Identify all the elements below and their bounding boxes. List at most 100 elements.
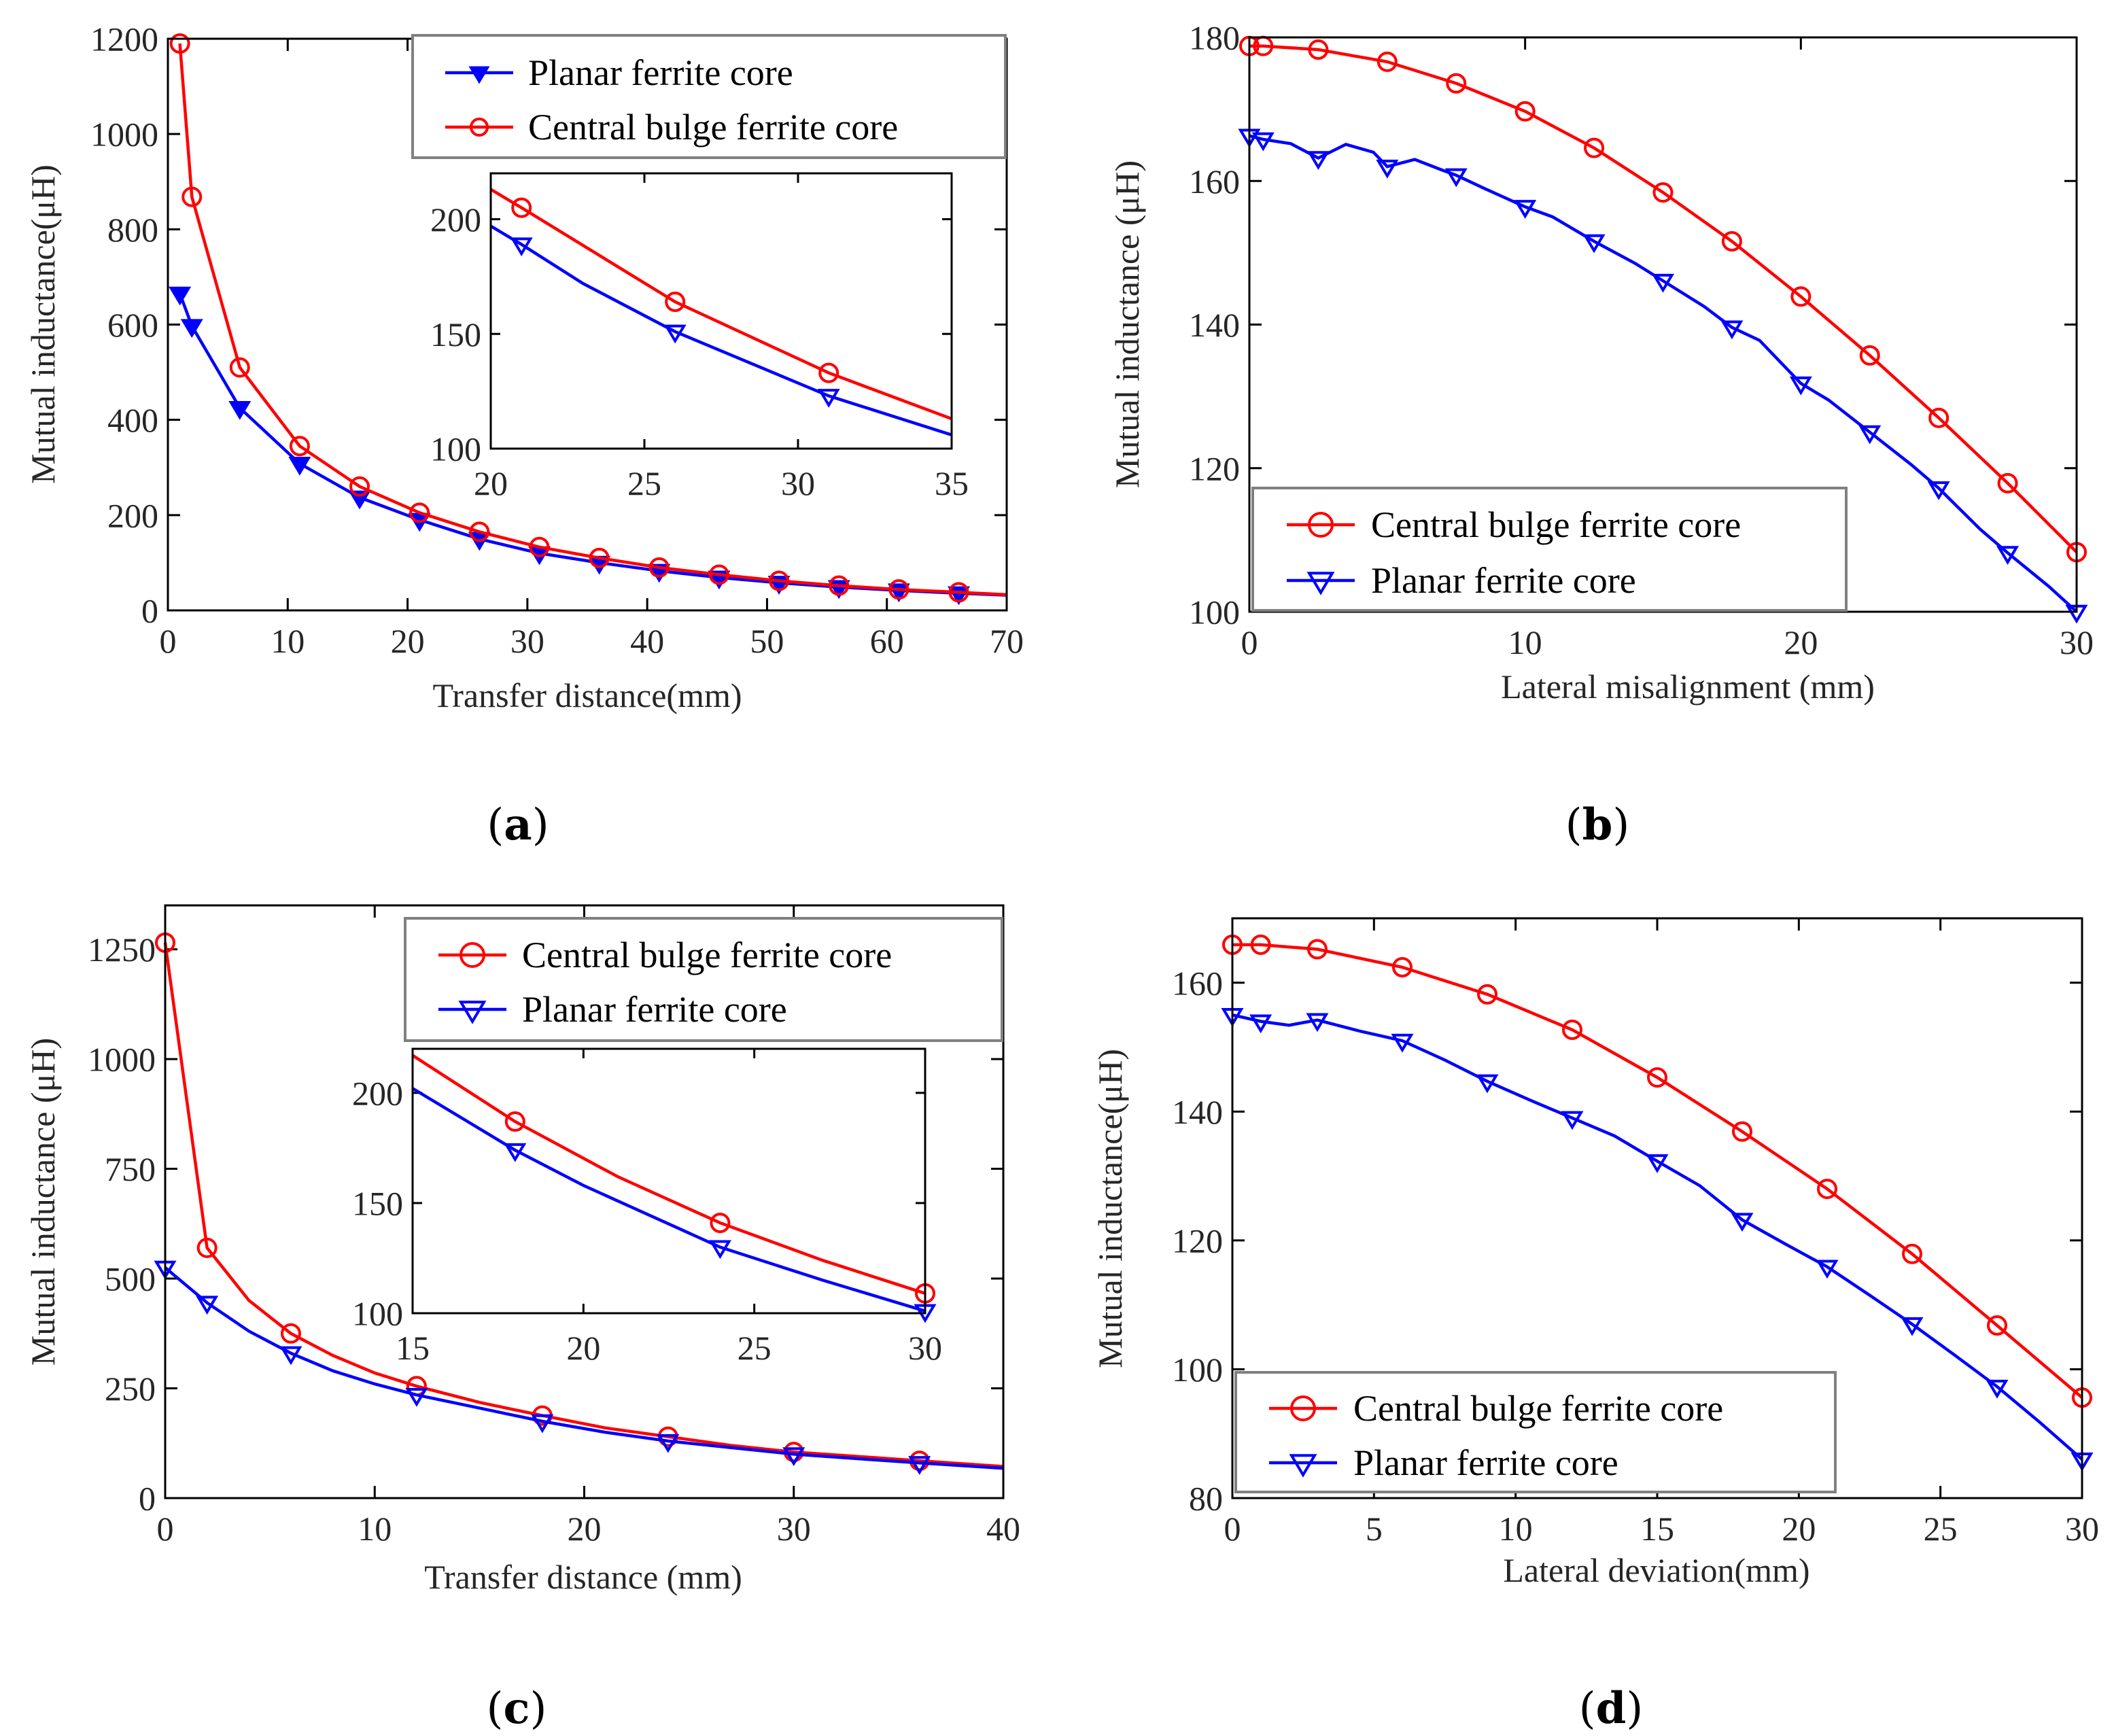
- inset-data-point: [510, 237, 533, 257]
- inset-data-point: [818, 362, 839, 383]
- data-point: [1308, 39, 1329, 60]
- axes-frame: [1231, 917, 2083, 1499]
- data-point: [1376, 159, 1399, 179]
- y-tick-label: 160: [1172, 964, 1223, 1002]
- inset-series-red: [489, 188, 952, 421]
- data-point: [1251, 132, 1275, 152]
- data-point: [289, 436, 310, 457]
- data-point: [1721, 230, 1742, 251]
- data-point: [1789, 376, 1812, 396]
- y-tick-label: 600: [107, 306, 158, 344]
- x-tick-label: 40: [986, 1510, 1020, 1548]
- x-tick-label: 10: [1499, 1510, 1533, 1548]
- data-point: [589, 547, 610, 568]
- legend-label: Central bulge ferrite core: [1353, 1388, 1723, 1429]
- chart-b: 0 10 20 30 100 120 140 160 180 Lateral misalignme…: [1108, 19, 2094, 851]
- inset-y-tick-label: 150: [352, 1184, 403, 1222]
- caption-letter: d: [1596, 1683, 1627, 1734]
- legend-label: Central bulge ferrite core: [1371, 504, 1741, 545]
- legend: Central bulge ferrite core Planar ferrite…: [1251, 487, 1848, 612]
- axes-frame: [164, 904, 1005, 1499]
- y-tick-label: 800: [107, 211, 158, 249]
- x-tick-label: 20: [1784, 623, 1818, 661]
- x-tick-label: 10: [1508, 623, 1542, 661]
- data-point: [1584, 137, 1605, 158]
- data-point: [1927, 481, 1950, 500]
- data-point: [405, 1388, 428, 1407]
- inset-x-tick-label: 15: [396, 1329, 430, 1367]
- legend-box: [411, 34, 1007, 159]
- chart-a: 0 10 20 30 40 50 60 70 0 200 400 600 800 1000 1200 Tran…: [24, 20, 1024, 851]
- data-point: [657, 1434, 680, 1453]
- y-tick-label: 100: [1172, 1351, 1223, 1389]
- series-line: [178, 43, 1007, 597]
- y-tick-label: 250: [105, 1370, 156, 1408]
- inset-data-point: [504, 1143, 527, 1162]
- x-tick-label: 30: [777, 1510, 811, 1548]
- inset-x-tick-label: 25: [627, 464, 661, 502]
- subfigure-caption: (a): [487, 799, 549, 850]
- data-point: [1731, 1213, 1754, 1232]
- data-point: [1859, 345, 1880, 366]
- x-tick-label: 5: [1366, 1510, 1383, 1548]
- legend-entry: Central bulge ferrite core: [445, 107, 898, 147]
- series-line: [163, 942, 1004, 1468]
- data-point: [908, 1456, 931, 1475]
- data-point: [1514, 200, 1537, 219]
- y-tick-label: 400: [107, 401, 158, 439]
- x-axis-label: Lateral deviation(mm): [1503, 1551, 1809, 1589]
- inset-data-point: [511, 197, 532, 218]
- inset-series-line: [411, 1087, 926, 1313]
- data-point: [948, 582, 969, 603]
- inset-data-point: [710, 1213, 731, 1234]
- y-tick-label: 120: [1172, 1221, 1223, 1260]
- x-tick-label: 20: [1782, 1510, 1816, 1548]
- legend-marker: [468, 66, 490, 84]
- data-point: [288, 456, 311, 476]
- data-point: [531, 1414, 554, 1434]
- x-tick-label: 0: [160, 622, 177, 660]
- series-blue: [1221, 1007, 2094, 1472]
- data-point: [1720, 320, 1744, 340]
- data-point: [1858, 425, 1882, 445]
- y-tick-label: 200: [107, 496, 158, 534]
- y-tick-label: 1000: [88, 1041, 156, 1079]
- data-point: [1392, 957, 1413, 978]
- legend-entry: Planar ferrite core: [445, 52, 793, 93]
- data-point: [409, 502, 430, 523]
- y-tick-label: 80: [1189, 1480, 1223, 1518]
- legend-entry: Central bulge ferrite core: [1287, 504, 1741, 545]
- y-axis-label: Mutual inductance (μH): [1108, 160, 1146, 488]
- data-point: [1928, 407, 1950, 428]
- data-point: [1476, 1074, 1499, 1094]
- legend-entry: Central bulge ferrite core: [438, 935, 892, 975]
- data-point: [280, 1323, 301, 1344]
- x-tick-label: 20: [391, 622, 425, 660]
- series-line: [1249, 44, 2078, 553]
- y-tick-label: 0: [139, 1480, 156, 1518]
- chart-c: 0 10 20 30 40 0 250 500 750 1000 1250 Transfer dist…: [24, 904, 1020, 1734]
- data-point: [648, 557, 670, 578]
- inset-x-tick-label: 35: [935, 464, 969, 502]
- caption-letter: a: [504, 799, 532, 850]
- data-point: [469, 521, 490, 542]
- y-tick-label: 140: [1189, 306, 1240, 344]
- data-point: [1987, 1315, 2007, 1336]
- data-point: [1646, 1154, 1669, 1173]
- data-point: [1652, 182, 1674, 203]
- x-axis-label: Lateral misalignment (mm): [1501, 667, 1875, 706]
- y-tick-label: 140: [1172, 1093, 1223, 1131]
- data-point: [1790, 286, 1812, 307]
- x-tick-label: 25: [1924, 1510, 1958, 1548]
- inset-series-line: [489, 188, 952, 421]
- data-point: [1562, 1019, 1582, 1040]
- data-point: [1996, 546, 2020, 565]
- inset-series-line: [489, 224, 952, 436]
- x-axis-label: Transfer distance(mm): [433, 676, 742, 714]
- inset-y-tick-label: 200: [430, 201, 481, 239]
- data-point: [196, 1237, 218, 1258]
- legend-marker: [1289, 1454, 1317, 1478]
- data-point: [1902, 1243, 1922, 1264]
- legend-marker: [1290, 1395, 1316, 1421]
